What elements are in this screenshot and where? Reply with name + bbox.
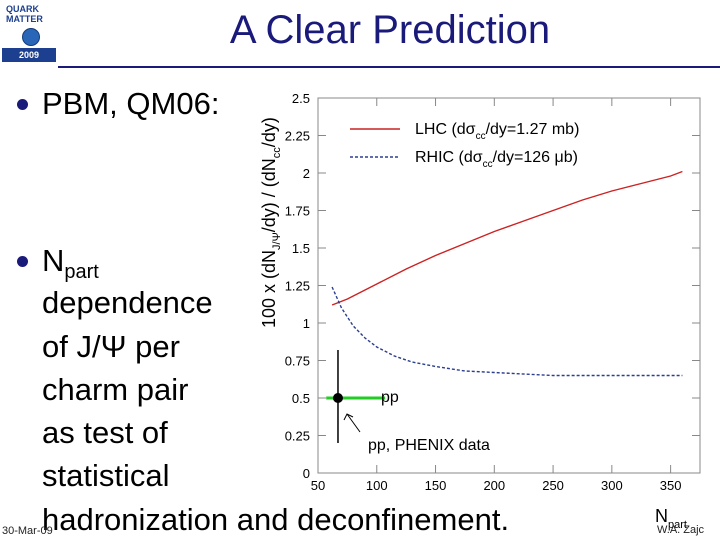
bullet-2-line-3: of J/Ψ per <box>42 329 180 364</box>
y-tick-label: 1.5 <box>292 241 310 256</box>
bullet-dot-1 <box>17 99 28 110</box>
bullet-2-line-6: statistical <box>42 458 170 493</box>
y-tick-label: 0 <box>303 466 310 481</box>
x-tick-label: 150 <box>425 478 447 493</box>
bullet-2-n: N <box>42 243 65 278</box>
x-tick-label: 300 <box>601 478 623 493</box>
y-tick-label: 0.25 <box>285 429 310 444</box>
bullet-2-line-4: charm pair <box>42 372 189 407</box>
bullet-2-subscript: part <box>64 261 99 284</box>
x-tick-label: 350 <box>660 478 682 493</box>
logo-year: 2009 <box>2 48 56 62</box>
x-tick-label: 250 <box>542 478 564 493</box>
x-tick-label: 50 <box>311 478 325 493</box>
annotation-arrowhead <box>343 413 354 421</box>
y-tick-label: 1.75 <box>285 204 310 219</box>
y-tick-label: 1 <box>303 316 310 331</box>
y-tick-label: 0.5 <box>292 391 310 406</box>
bullet-2-line-2: dependence <box>42 285 213 320</box>
bullet-2-line-1: Npart <box>42 241 99 292</box>
slide-title: A Clear Prediction <box>229 8 551 52</box>
bullet-dot-2 <box>17 256 28 267</box>
conference-logo: QUARK MATTER 2009 <box>2 2 56 64</box>
x-tick-label: 100 <box>366 478 388 493</box>
pp-point <box>332 393 343 403</box>
y-tick-label: 2.25 <box>285 129 310 144</box>
bullet-2-line-7: hadronization and deconfinement. <box>42 502 510 537</box>
y-tick-label: 0.75 <box>285 354 310 369</box>
logo-line1: QUARK <box>6 4 39 14</box>
x-tick-label: 200 <box>483 478 505 493</box>
bullet-2-line-5: as test of <box>42 415 168 450</box>
bullet-1-text: PBM, QM06: <box>42 86 220 121</box>
y-axis-label: 100 x (dNJ/Ψ/dy) / (dNcc/dy) <box>259 117 283 328</box>
rhic-series-line <box>331 286 683 377</box>
x-axis-label: Npart <box>655 506 687 531</box>
annotation-arrow <box>346 413 361 433</box>
logo-line2: MATTER <box>6 14 43 24</box>
title-divider <box>58 66 720 68</box>
pp-annotation: pp, PHENIX data <box>368 437 490 454</box>
y-tick-label: 1.25 <box>285 279 310 294</box>
pp-label: pp <box>381 389 399 406</box>
y-tick-label: 2.5 <box>292 91 310 106</box>
footer-date: 30-Mar-09 <box>2 525 53 537</box>
y-tick-label: 2 <box>303 166 310 181</box>
footer-author: W.A. Zajc <box>657 524 705 536</box>
globe-icon <box>22 28 40 46</box>
legend-rhic-label: RHIC (dσcc/dy=126 μb) <box>415 149 578 170</box>
lhc-series-line <box>331 170 683 306</box>
legend-lhc-label: LHC (dσcc/dy=1.27 mb) <box>415 121 579 142</box>
